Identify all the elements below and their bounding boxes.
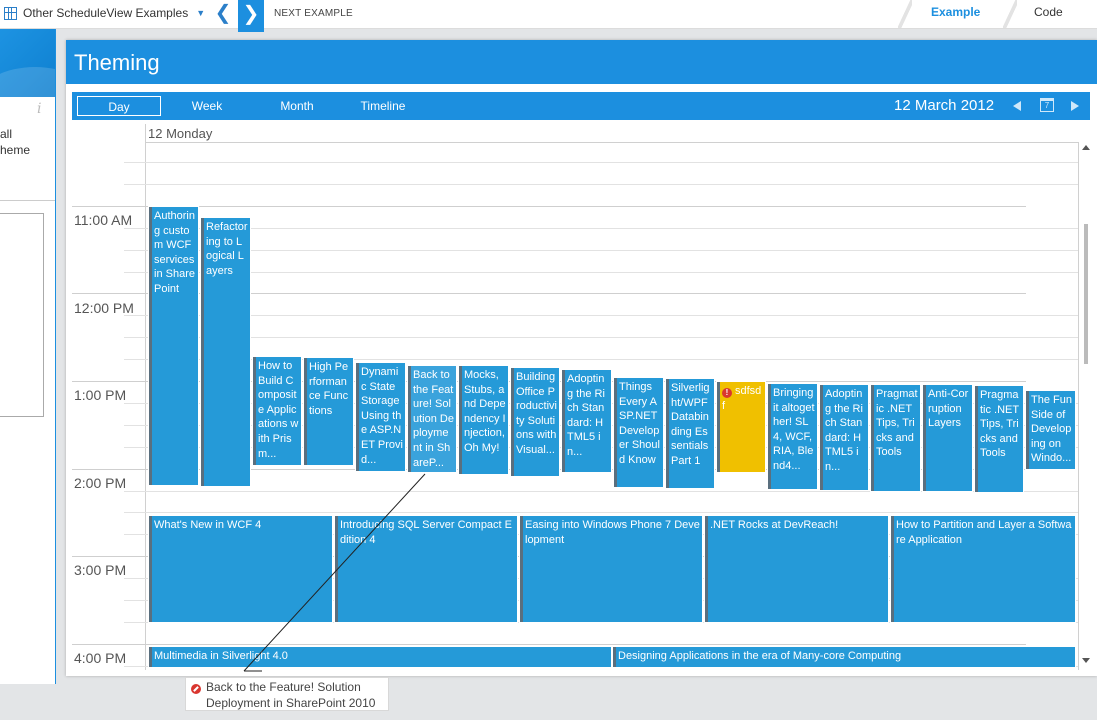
scroll-thumb[interactable] (1084, 224, 1088, 364)
chevron-left-icon: ❮ (214, 2, 232, 24)
appointment[interactable]: Adopting the Rich Standard: HTML5 in... (819, 384, 869, 491)
time-label: 11:00 AM (74, 212, 133, 228)
appointment[interactable]: Authoring custom WCF services in SharePo… (148, 206, 199, 486)
divider (1078, 142, 1079, 670)
grid-line (72, 206, 1026, 207)
chevron-down-icon[interactable]: ▼ (196, 8, 206, 18)
grid-line (124, 337, 1078, 338)
view-timeline-button[interactable]: Timeline (360, 99, 406, 113)
tab-divider (1003, 0, 1017, 28)
schedule-toolbar: Day Week Month Timeline 12 March 2012 7 (72, 92, 1090, 120)
left-pane-text: all (0, 127, 13, 141)
appointment[interactable]: Pragmatic .NET Tips, Tricks and Tools (974, 385, 1024, 493)
calendar-icon[interactable]: 7 (1040, 98, 1054, 112)
time-label: 4:00 PM (74, 650, 127, 666)
appointment[interactable]: Building Office Productivity Solutions w… (510, 367, 560, 477)
left-pane: i all heme (0, 29, 56, 684)
tab-code[interactable]: Code (1034, 5, 1063, 19)
time-label: 1:00 PM (74, 387, 127, 403)
appointment-title: sdfsdf (722, 385, 762, 412)
info-icon[interactable]: i (37, 101, 42, 117)
appointment[interactable]: What's New in WCF 4 (148, 515, 333, 623)
appointment[interactable]: .NET Rocks at DevReach! (704, 515, 889, 623)
grid-line (124, 512, 1078, 513)
appointment[interactable]: Mocks, Stubs, and Dependency Injection, … (458, 365, 509, 475)
appointment[interactable]: How to Partition and Layer a Software Ap… (890, 515, 1076, 623)
divider (146, 142, 1078, 143)
time-label: 2:00 PM (74, 475, 127, 491)
appointment[interactable]: Adopting the Rich Standard: HTML5 in... (561, 369, 612, 473)
scroll-up-icon[interactable] (1082, 145, 1090, 150)
view-month-button[interactable]: Month (280, 99, 314, 113)
appointment[interactable]: Easing into Windows Phone 7 Development (519, 515, 703, 623)
appointment[interactable]: High Performance Functions (303, 357, 354, 466)
scroll-down-icon[interactable] (1082, 658, 1090, 663)
grid-line (72, 293, 1026, 294)
appointment[interactable]: Anti-Corruption Layers (922, 384, 973, 492)
example-selector[interactable]: Other ScheduleView Examples ▼ (4, 6, 205, 20)
grid-line (124, 162, 1078, 163)
appointment-dragged[interactable]: Back to the Feature! Solution Deployment… (407, 365, 457, 473)
tab-divider (898, 0, 912, 28)
grid-line (124, 359, 1078, 360)
current-date: 12 March 2012 (894, 97, 995, 114)
appointment[interactable]: Bringing it altogether! SL4, WCF, RIA, B… (767, 383, 818, 490)
appointment[interactable]: Refactoring to Logical Layers (200, 217, 251, 487)
vertical-scrollbar[interactable] (1080, 142, 1092, 668)
tooltip-line: Deployment in SharePoint 2010 (206, 695, 376, 710)
divider (0, 200, 55, 201)
grid-line (72, 644, 1026, 645)
next-example-button[interactable]: ❯ (238, 0, 264, 32)
day-header: 12 Monday (148, 126, 213, 141)
appointment[interactable]: Dynamic State Storage Using the ASP.NET … (355, 362, 406, 472)
left-pane-header (0, 29, 55, 97)
appointment[interactable]: The Fun Side of Developing on Windo... (1025, 390, 1076, 470)
previous-example-button[interactable]: ❮ (210, 0, 236, 27)
appointment-alert[interactable]: ! sdfsdf (716, 381, 766, 473)
alert-icon: ! (722, 388, 732, 398)
example-panel: Theming Day Week Month Timeline 12 March… (66, 40, 1097, 676)
appointment[interactable]: Designing Applications in the era of Man… (612, 646, 1076, 668)
next-day-icon[interactable] (1071, 101, 1079, 111)
tab-example[interactable]: Example (931, 5, 981, 19)
time-label: 3:00 PM (74, 562, 127, 578)
left-pane-box (0, 213, 44, 417)
grid-line (124, 250, 1078, 251)
divider (145, 124, 146, 670)
appointment[interactable]: Silverlight/WPF Databinding Essentials P… (665, 378, 715, 489)
next-example-link[interactable]: NEXT EXAMPLE (274, 8, 353, 19)
grid-icon (4, 6, 17, 20)
left-pane-text: heme (0, 143, 31, 157)
appointment[interactable]: Pragmatic .NET Tips, Tricks and Tools (870, 384, 921, 492)
appointment[interactable]: Things Every ASP.NET Developer Should Kn… (613, 377, 664, 488)
time-label: 12:00 PM (74, 300, 134, 316)
view-week-button[interactable]: Week (191, 99, 223, 113)
appointment[interactable]: How to Build Composite Applications with… (252, 356, 302, 466)
previous-day-icon[interactable] (1013, 101, 1021, 111)
view-day-button[interactable]: Day (77, 96, 161, 116)
top-bar: Other ScheduleView Examples ▼ ❮ ❯ NEXT E… (0, 0, 1097, 32)
grid-line (124, 184, 1078, 185)
grid-line (124, 315, 1078, 316)
panel-title: Theming (74, 50, 160, 75)
grid-line (124, 272, 1078, 273)
tooltip-line: Back to the Feature! Solution (206, 680, 361, 694)
example-selector-label: Other ScheduleView Examples (23, 6, 189, 20)
appointment[interactable]: Introducing SQL Server Compact Edition 4 (334, 515, 518, 623)
not-allowed-icon (191, 684, 201, 694)
appointment[interactable]: Multimedia in Silverlight 4.0 (148, 646, 612, 668)
panel-title-bar: Theming (66, 40, 1097, 84)
chevron-right-icon: ❯ (242, 3, 260, 25)
grid-line (124, 228, 1078, 229)
drag-tooltip: Back to the Feature! Solution Deployment… (185, 677, 389, 711)
grid-line (124, 491, 1078, 492)
